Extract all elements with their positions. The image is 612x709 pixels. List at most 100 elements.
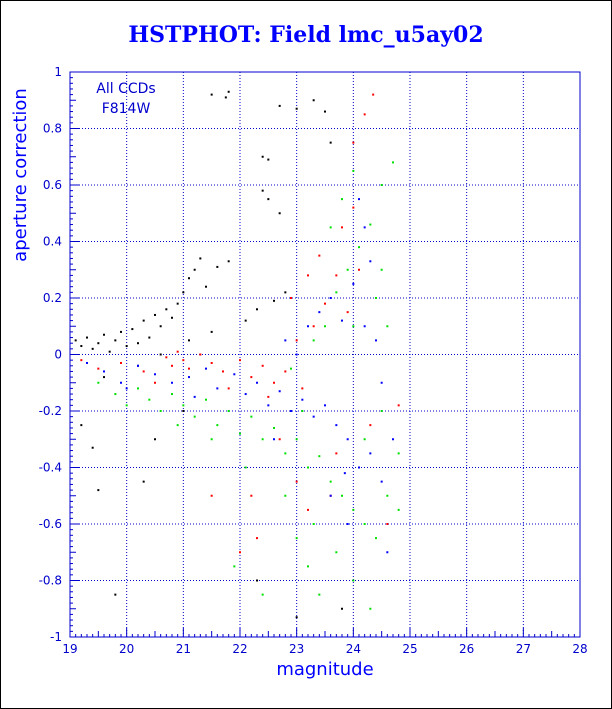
data-point-green bbox=[352, 325, 355, 328]
data-point-green bbox=[346, 268, 349, 271]
data-point-green bbox=[363, 523, 366, 525]
x-axis-label: magnitude bbox=[276, 659, 373, 680]
data-point-black bbox=[86, 336, 88, 339]
data-point-green bbox=[380, 268, 383, 271]
data-point-black bbox=[199, 257, 202, 260]
data-point-green bbox=[312, 523, 315, 525]
data-point-red bbox=[312, 325, 315, 328]
data-point-black bbox=[165, 308, 168, 311]
data-point-red bbox=[261, 364, 264, 367]
data-point-black bbox=[261, 189, 264, 192]
x-tick-label: 28 bbox=[572, 642, 587, 656]
axis-layer: 19 20 21 22 23 24 25 26 27 28 -1 -0.8 -0.6 -0.4 -0.2 0 0… bbox=[39, 65, 588, 656]
data-point-blue bbox=[154, 373, 156, 376]
data-point-black bbox=[74, 339, 77, 342]
data-point-black bbox=[114, 339, 117, 342]
data-point-red bbox=[188, 367, 190, 370]
data-point-green bbox=[397, 452, 400, 455]
data-point-black bbox=[210, 330, 213, 333]
data-point-blue bbox=[358, 198, 360, 201]
data-point-green bbox=[341, 494, 343, 497]
data-point-red bbox=[295, 339, 298, 342]
data-point-blue bbox=[369, 452, 372, 455]
data-point-red bbox=[369, 424, 372, 427]
data-point-green bbox=[352, 579, 355, 582]
y-tick-label: 0.4 bbox=[43, 235, 62, 249]
data-point-black bbox=[80, 345, 83, 348]
x-tick-label: 23 bbox=[289, 642, 304, 656]
data-point-red bbox=[290, 297, 292, 299]
data-point-black bbox=[142, 319, 145, 322]
data-point-red bbox=[97, 367, 100, 370]
data-point-green bbox=[352, 508, 355, 511]
data-point-black bbox=[193, 268, 196, 271]
data-point-blue bbox=[188, 376, 190, 379]
data-point-black bbox=[188, 339, 190, 342]
data-point-red bbox=[222, 370, 224, 373]
data-point-black bbox=[261, 155, 264, 158]
data-point-green bbox=[341, 198, 343, 201]
data-point-blue bbox=[86, 361, 88, 364]
data-point-blue bbox=[256, 381, 258, 384]
data-point-black bbox=[273, 299, 275, 302]
data-point-blue bbox=[312, 415, 315, 418]
data-point-green bbox=[114, 393, 117, 396]
data-point-red bbox=[278, 438, 281, 441]
x-tick-label: 25 bbox=[402, 642, 417, 656]
data-point-green bbox=[239, 432, 241, 435]
data-point-red bbox=[295, 480, 298, 483]
data-point-blue bbox=[369, 260, 372, 263]
data-point-green bbox=[380, 410, 383, 412]
data-point-black bbox=[182, 410, 185, 412]
data-point-blue bbox=[324, 404, 326, 407]
data-point-green bbox=[329, 480, 332, 483]
data-point-green bbox=[358, 246, 360, 249]
data-point-red bbox=[341, 226, 343, 229]
data-point-blue bbox=[358, 466, 360, 469]
data-point-black bbox=[159, 325, 162, 328]
data-point-green bbox=[284, 494, 287, 497]
data-point-blue bbox=[120, 381, 122, 384]
data-point-red bbox=[318, 254, 321, 257]
annotation-ccds: All CCDs bbox=[96, 81, 155, 97]
data-point-blue bbox=[343, 472, 346, 475]
data-point-red bbox=[284, 370, 287, 373]
data-point-black bbox=[120, 330, 122, 333]
data-point-green bbox=[375, 297, 377, 299]
data-point-green bbox=[182, 404, 185, 407]
data-point-black bbox=[125, 345, 128, 348]
data-point-red bbox=[171, 364, 173, 367]
data-point-black bbox=[103, 376, 105, 379]
data-point-green bbox=[386, 494, 389, 497]
data-point-red bbox=[372, 93, 375, 96]
data-point-blue bbox=[244, 393, 247, 396]
x-tick-label: 27 bbox=[516, 642, 531, 656]
data-point-black bbox=[171, 316, 173, 319]
data-point-blue bbox=[392, 438, 394, 441]
data-point-green bbox=[227, 410, 230, 412]
data-point-green bbox=[363, 438, 366, 441]
data-point-red bbox=[324, 302, 326, 305]
data-point-green bbox=[380, 184, 383, 186]
y-tick-label: 0.8 bbox=[43, 122, 62, 136]
data-point-red bbox=[227, 387, 230, 390]
data-point-red bbox=[239, 551, 241, 554]
data-point-blue bbox=[363, 325, 366, 328]
data-point-green bbox=[250, 415, 253, 418]
data-point-blue bbox=[171, 381, 173, 384]
y-tick-label: -0.6 bbox=[39, 517, 62, 531]
data-point-red bbox=[352, 206, 355, 209]
data-point-blue bbox=[103, 370, 105, 373]
data-point-black bbox=[295, 616, 298, 619]
data-point-red bbox=[397, 404, 400, 407]
data-point-red bbox=[386, 523, 389, 525]
data-point-black bbox=[295, 107, 298, 110]
data-point-red bbox=[335, 452, 338, 455]
data-point-red bbox=[142, 370, 145, 373]
data-point-blue bbox=[267, 404, 270, 407]
data-point-blue bbox=[386, 551, 389, 554]
data-point-red bbox=[210, 361, 213, 364]
data-point-red bbox=[363, 113, 366, 116]
data-point-red bbox=[250, 376, 253, 379]
